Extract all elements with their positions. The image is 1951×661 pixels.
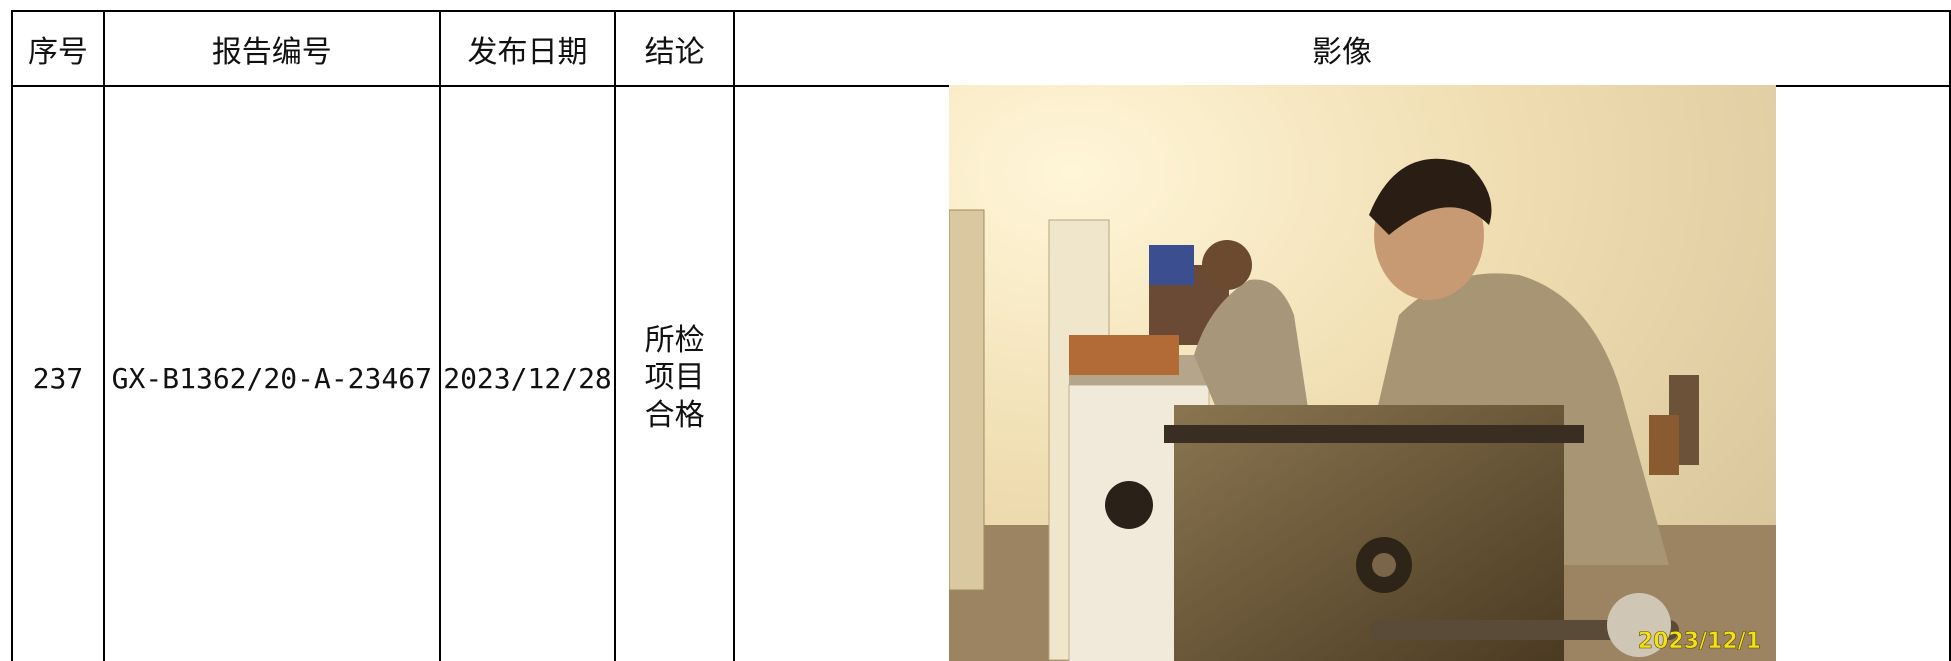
cell: 237 <box>11 85 105 661</box>
cell: GX-B1362/20-A-23467 <box>102 85 441 661</box>
header-row: 序号 报告编号 发布日期 结论 影像 <box>11 10 1951 87</box>
header-cell: 报告编号 <box>102 10 441 87</box>
cell: 所检项目合格 <box>614 85 736 661</box>
inspection-photo: 2023/12/1 <box>949 85 1776 661</box>
cell: 2023/12/28 <box>438 85 617 661</box>
photo-timestamp: 2023/12/1 <box>1638 629 1761 654</box>
header-cell: 影像 <box>733 10 1951 87</box>
header-cell: 序号 <box>11 10 105 87</box>
header-cell: 结论 <box>614 10 736 87</box>
header-cell: 发布日期 <box>438 10 617 87</box>
